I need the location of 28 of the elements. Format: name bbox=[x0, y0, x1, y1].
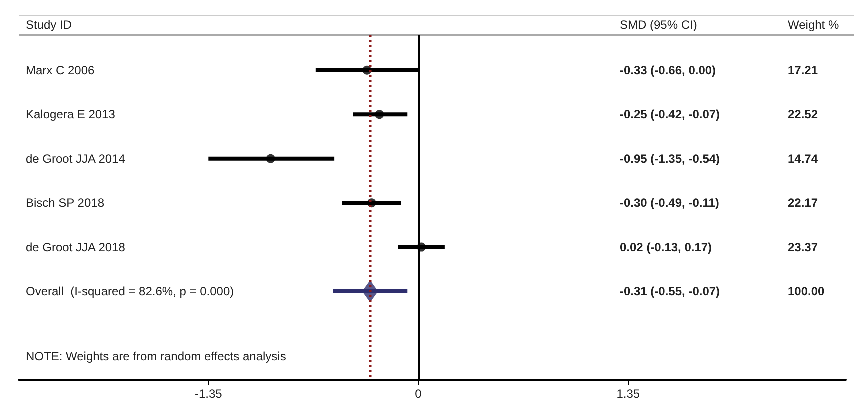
annotation: 14.74 bbox=[788, 152, 818, 166]
y-tick-label: Kalogera E 2013 bbox=[26, 108, 116, 122]
y-tick-label: de Groot JJA 2014 bbox=[26, 152, 126, 166]
annotation: 22.17 bbox=[788, 196, 818, 210]
x-tick-label: 1.35 bbox=[616, 387, 640, 401]
y-tick-label: Marx C 2006 bbox=[26, 63, 96, 78]
annotation: -0.31 (-0.55, -0.07) bbox=[620, 284, 720, 299]
annotation: 0.02 (-0.13, 0.17) bbox=[620, 240, 712, 254]
annotation: 100.00 bbox=[788, 284, 826, 299]
annotation: -0.25 (-0.42, -0.07) bbox=[620, 108, 720, 122]
annotation: -0.30 (-0.49, -0.11) bbox=[620, 196, 720, 210]
y-tick-label: Overall (I-squared = 82.6%, p = 0.000) bbox=[26, 284, 234, 299]
y-axis-title: Study ID bbox=[26, 18, 72, 32]
point bbox=[362, 66, 372, 75]
text: NOTE: Weights are from random effects analysis bbox=[26, 350, 286, 364]
annotation: 17.21 bbox=[788, 63, 818, 78]
annotation: -0.95 (-1.35, -0.54) bbox=[620, 152, 720, 166]
point bbox=[375, 110, 384, 120]
y2-axis-title: Weight % bbox=[788, 18, 840, 32]
y-tick-label: Bisch SP 2018 bbox=[26, 196, 105, 210]
x-tick-label: -1.35 bbox=[194, 387, 223, 401]
x-axis-title: SMD (95% CI) bbox=[620, 18, 698, 32]
annotation: 23.37 bbox=[788, 240, 818, 254]
point bbox=[266, 154, 276, 164]
y-tick-label: de Groot JJA 2018 bbox=[26, 240, 126, 254]
annotation: -0.33 (-0.66, 0.00) bbox=[620, 63, 716, 78]
annotation: 22.52 bbox=[788, 108, 818, 122]
x-tick-label: 0 bbox=[415, 387, 422, 401]
